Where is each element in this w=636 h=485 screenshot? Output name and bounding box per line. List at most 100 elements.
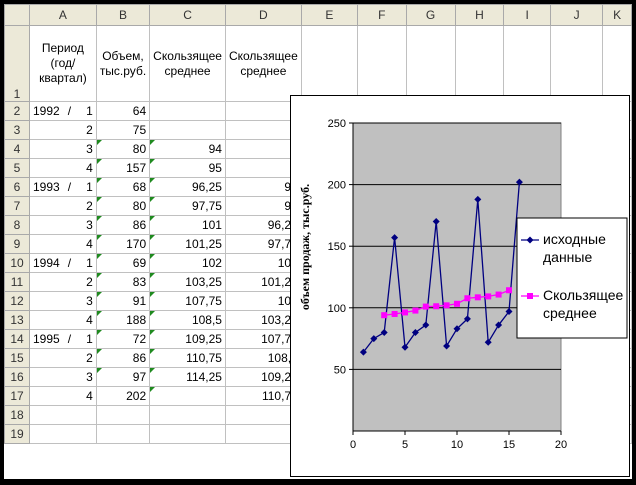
cell-moving-avg[interactable]: 101,25	[149, 234, 226, 254]
cell-period[interactable]: 3	[28, 367, 97, 387]
cell-period[interactable]: 4	[28, 310, 97, 330]
cell-moving-avg[interactable]: 103,25	[149, 272, 226, 292]
cell-moving-avg[interactable]: 107,75	[149, 291, 226, 311]
cell-moving-avg[interactable]	[149, 405, 226, 425]
row-header[interactable]: 16	[4, 367, 30, 387]
column-header[interactable]: F	[356, 4, 407, 26]
cell-period[interactable]: 4	[28, 234, 97, 254]
row-header[interactable]: 4	[4, 139, 30, 159]
cell-period[interactable]: 1995 / 1	[28, 329, 97, 349]
row-header[interactable]: 1	[4, 25, 30, 102]
column-header[interactable]: H	[454, 4, 505, 26]
row-header[interactable]: 9	[4, 234, 30, 254]
row-header[interactable]: 19	[4, 424, 30, 444]
cell-period[interactable]: 3	[28, 139, 97, 159]
column-header[interactable]: B	[95, 4, 151, 26]
cell-moving-avg-header[interactable]: Скользящее среднее	[149, 25, 226, 102]
cell-volume[interactable]	[95, 405, 151, 425]
row-header[interactable]: 2	[4, 101, 30, 121]
cell-volume[interactable]: 86	[95, 215, 151, 235]
cell[interactable]	[549, 25, 604, 102]
row-header[interactable]: 12	[4, 291, 30, 311]
row-header[interactable]: 15	[4, 348, 30, 368]
cell-volume[interactable]: 64	[95, 101, 151, 121]
cell-moving-avg[interactable]: 96,25	[149, 177, 226, 197]
row-header[interactable]: 6	[4, 177, 30, 197]
cell-volume[interactable]: 68	[95, 177, 151, 197]
cell-centered-avg[interactable]: 107,75	[224, 329, 302, 349]
cell-volume[interactable]: 83	[95, 272, 151, 292]
column-header[interactable]: A	[28, 4, 97, 26]
row-header[interactable]: 8	[4, 215, 30, 235]
cell[interactable]	[356, 25, 407, 102]
cell-period[interactable]: 1993 / 1	[28, 177, 97, 197]
cell-moving-avg[interactable]: 110,75	[149, 348, 226, 368]
cell-moving-avg[interactable]: 101	[149, 215, 226, 235]
cell-volume[interactable]	[95, 424, 151, 444]
cell-moving-avg[interactable]: 114,25	[149, 367, 226, 387]
cell-volume[interactable]: 80	[95, 196, 151, 216]
cell-moving-avg[interactable]: 94	[149, 139, 226, 159]
column-header[interactable]: J	[549, 4, 604, 26]
cell-volume[interactable]: 170	[95, 234, 151, 254]
cell-moving-avg[interactable]: 108,5	[149, 310, 226, 330]
cell-moving-avg[interactable]	[149, 120, 226, 140]
cell-period[interactable]: 1992 / 1	[28, 101, 97, 121]
column-header[interactable]: I	[503, 4, 551, 26]
column-header[interactable]: G	[405, 4, 456, 26]
legend[interactable]: исходные данные Скользящее среднее	[516, 217, 628, 339]
cell-volume[interactable]: 202	[95, 386, 151, 406]
cell[interactable]	[405, 25, 456, 102]
row-header[interactable]: 18	[4, 405, 30, 425]
column-header[interactable]: D	[224, 4, 302, 26]
cell-period[interactable]: 3	[28, 291, 97, 311]
cell-period-header[interactable]: Период (год/квартал)	[28, 25, 97, 102]
cell-volume[interactable]: 188	[95, 310, 151, 330]
cell-volume[interactable]: 80	[95, 139, 151, 159]
cell-period[interactable]: 4	[28, 386, 97, 406]
cell-volume[interactable]: 91	[95, 291, 151, 311]
cell-period[interactable]	[28, 424, 97, 444]
column-header[interactable]: E	[300, 4, 358, 26]
row-header[interactable]: 5	[4, 158, 30, 178]
cell-volume[interactable]: 97	[95, 367, 151, 387]
row-header[interactable]: 7	[4, 196, 30, 216]
cell-period[interactable]: 2	[28, 196, 97, 216]
row-header[interactable]: 3	[4, 120, 30, 140]
row-header[interactable]: 14	[4, 329, 30, 349]
chart-object[interactable]: 50 100 150 200 250 0 5 10 15 20 объем продаж, ты…	[290, 95, 630, 477]
cell-period[interactable]	[28, 405, 97, 425]
cell-period[interactable]: 4	[28, 158, 97, 178]
cell-volume-header[interactable]: Объем, тыс.руб.	[95, 25, 151, 102]
row-header[interactable]: 13	[4, 310, 30, 330]
cell-period[interactable]: 2	[28, 272, 97, 292]
cell-period[interactable]: 2	[28, 348, 97, 368]
cell-volume[interactable]: 86	[95, 348, 151, 368]
cell[interactable]	[454, 25, 505, 102]
cell-period[interactable]: 1994 / 1	[28, 253, 97, 273]
cell-volume[interactable]: 72	[95, 329, 151, 349]
cell-moving-avg[interactable]: 109,25	[149, 329, 226, 349]
row-header[interactable]: 10	[4, 253, 30, 273]
cell-moving-avg[interactable]	[149, 101, 226, 121]
cell-period[interactable]: 3	[28, 215, 97, 235]
cell-volume[interactable]: 69	[95, 253, 151, 273]
cell-moving-avg[interactable]	[149, 424, 226, 444]
select-all-corner[interactable]	[4, 4, 30, 26]
cell-moving-avg[interactable]: 97,75	[149, 196, 226, 216]
cell-volume[interactable]: 157	[95, 158, 151, 178]
cell[interactable]	[602, 25, 632, 102]
column-header[interactable]: K	[602, 4, 632, 26]
row-header[interactable]: 17	[4, 386, 30, 406]
cell-centered-avg-header[interactable]: Скользящее среднее	[224, 25, 302, 102]
year-separator: /	[67, 104, 72, 118]
cell-moving-avg[interactable]: 102	[149, 253, 226, 273]
column-header[interactable]: C	[149, 4, 226, 26]
cell[interactable]	[503, 25, 551, 102]
cell-moving-avg[interactable]	[149, 386, 226, 406]
cell[interactable]	[300, 25, 358, 102]
cell-moving-avg[interactable]: 95	[149, 158, 226, 178]
cell-period[interactable]: 2	[28, 120, 97, 140]
cell-volume[interactable]: 75	[95, 120, 151, 140]
row-header[interactable]: 11	[4, 272, 30, 292]
